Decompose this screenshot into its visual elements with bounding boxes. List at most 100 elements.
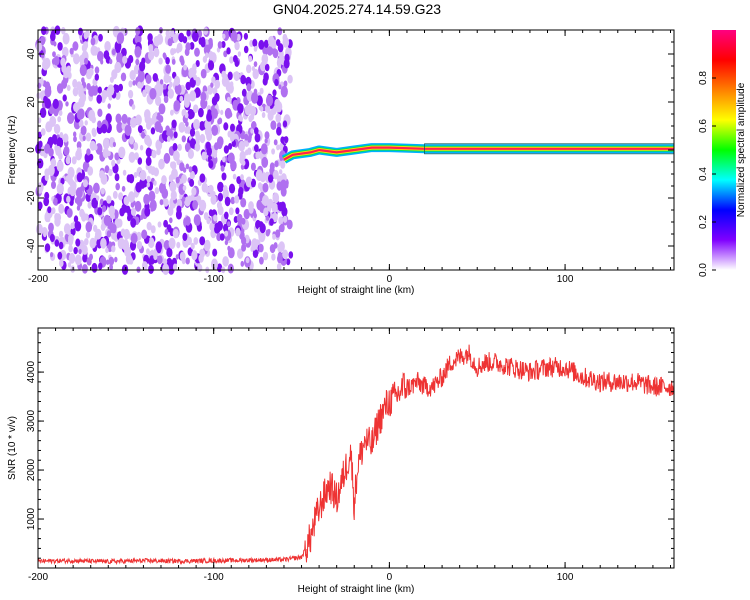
noise-speckle — [59, 259, 64, 268]
noise-speckle — [91, 262, 98, 273]
noise-speckle — [214, 142, 219, 151]
noise-speckle — [69, 47, 74, 55]
noise-speckle — [88, 86, 95, 97]
noise-speckle — [259, 256, 264, 265]
noise-speckle — [170, 161, 175, 169]
noise-speckle — [137, 125, 143, 134]
noise-speckle — [109, 263, 113, 271]
noise-speckle — [78, 248, 82, 255]
noise-speckle — [230, 160, 237, 171]
snr-panel: -200 -100 0 100 1000 2000 3000 4000 Height of … — [7, 327, 675, 595]
noise-speckle — [270, 39, 277, 49]
y-tick-label: -40 — [26, 238, 37, 253]
noise-speckle — [189, 90, 197, 102]
noise-speckle — [114, 152, 120, 161]
noise-speckle — [84, 120, 88, 126]
noise-speckle — [263, 207, 269, 217]
noise-speckle — [43, 231, 47, 238]
noise-speckle — [226, 47, 231, 55]
noise-speckle — [224, 109, 230, 117]
colorbar-gradient — [712, 30, 736, 270]
noise-speckle — [272, 89, 277, 97]
noise-speckle — [95, 228, 102, 240]
noise-speckle — [116, 52, 121, 59]
noise-speckle — [89, 237, 97, 249]
noise-speckle — [180, 59, 185, 66]
noise-speckle — [133, 142, 139, 151]
noise-speckle — [214, 79, 221, 89]
noise-speckle — [252, 249, 259, 258]
noise-speckle — [122, 55, 128, 64]
noise-speckle — [211, 76, 216, 84]
noise-speckle — [236, 33, 241, 42]
noise-speckle — [86, 257, 92, 266]
noise-speckle — [224, 211, 229, 220]
noise-speckle — [159, 79, 164, 85]
noise-speckle — [107, 103, 111, 109]
noise-speckle — [146, 221, 152, 231]
noise-speckle — [146, 181, 150, 188]
noise-speckle — [216, 232, 222, 242]
noise-speckle — [148, 118, 154, 126]
noise-speckle — [72, 79, 78, 88]
noise-speckle — [147, 237, 155, 249]
noise-speckle — [283, 58, 290, 69]
noise-speckle — [125, 254, 133, 265]
noise-speckle — [277, 202, 284, 212]
noise-speckle — [187, 149, 194, 159]
noise-speckle — [207, 60, 215, 71]
snr-series-line — [37, 344, 675, 566]
noise-speckle — [198, 254, 204, 263]
noise-speckle — [44, 191, 50, 200]
noise-speckle — [130, 218, 137, 228]
noise-speckle — [37, 131, 42, 139]
noise-speckle — [253, 88, 258, 95]
noise-speckle — [278, 216, 284, 225]
x-tick-label: 0 — [387, 274, 393, 285]
noise-speckle — [66, 208, 73, 218]
noise-speckle — [84, 238, 89, 246]
noise-speckle — [40, 36, 46, 45]
noise-speckle — [252, 244, 257, 251]
noise-speckle — [78, 119, 84, 128]
noise-speckle — [44, 243, 51, 253]
noise-speckle — [186, 29, 191, 37]
noise-speckle — [200, 68, 207, 79]
noise-speckle — [227, 71, 233, 81]
noise-speckle — [50, 158, 57, 168]
noise-speckle — [73, 131, 77, 137]
noise-speckle — [133, 172, 138, 178]
noise-speckle — [189, 138, 197, 149]
noise-speckle — [135, 114, 142, 126]
noise-speckle — [102, 137, 110, 150]
noise-speckle — [150, 225, 156, 234]
noise-speckle — [149, 88, 157, 100]
noise-speckle — [85, 221, 93, 233]
noise-speckle — [56, 182, 64, 195]
noise-speckle — [237, 103, 244, 114]
noise-speckle — [87, 166, 94, 176]
x-tick-label: -200 — [28, 274, 48, 285]
noise-speckle — [157, 255, 163, 265]
noise-speckle — [261, 53, 269, 65]
noise-speckle — [257, 182, 263, 190]
noise-speckle — [58, 110, 63, 116]
noise-speckle — [189, 170, 195, 180]
noise-speckle — [36, 223, 43, 236]
noise-speckle — [251, 180, 256, 188]
noise-speckle — [271, 148, 275, 155]
noise-speckle — [157, 221, 162, 228]
y-tick-label: 4000 — [26, 361, 37, 384]
noise-speckle — [255, 169, 263, 181]
noise-speckle — [116, 121, 124, 133]
noise-speckle — [135, 27, 141, 36]
noise-speckle — [104, 165, 110, 174]
noise-speckle — [145, 74, 152, 84]
noise-speckle — [206, 146, 212, 156]
y-tick-label: 1000 — [26, 507, 37, 530]
noise-speckle — [203, 44, 211, 56]
noise-speckle — [57, 116, 62, 123]
noise-speckle — [261, 112, 266, 118]
noise-speckle — [222, 156, 226, 163]
noise-speckle — [78, 84, 84, 93]
